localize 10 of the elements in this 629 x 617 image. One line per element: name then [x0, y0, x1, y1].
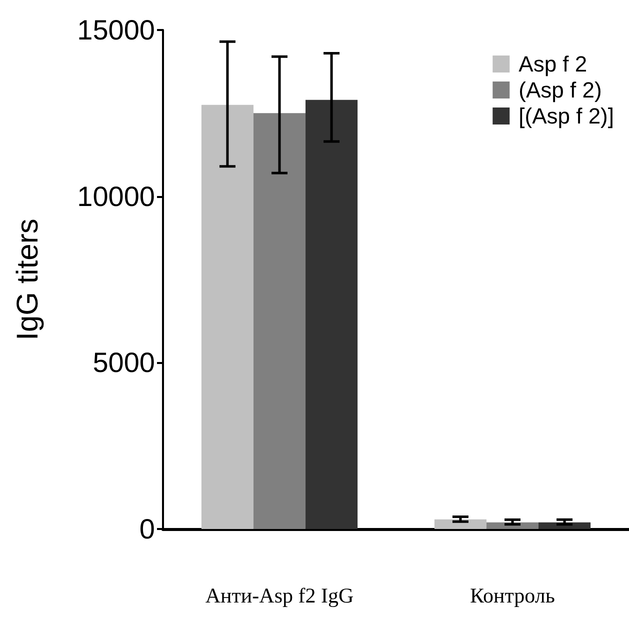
legend-label: (Asp f 2)	[518, 78, 602, 102]
y-tick-label: 10000	[77, 180, 155, 212]
y-tick-label: 0	[139, 514, 155, 544]
y-tick-label: 5000	[92, 347, 155, 378]
x-tick-label: Контроль	[470, 584, 555, 608]
y-tick-label: 15000	[77, 14, 155, 46]
legend-label: [(Asp f 2)]	[518, 104, 614, 128]
legend-label: Asp f 2	[518, 52, 588, 76]
y-axis-title: IgG titers	[12, 218, 44, 340]
x-tick-label: Анти-Asp f2 IgG	[205, 584, 354, 608]
